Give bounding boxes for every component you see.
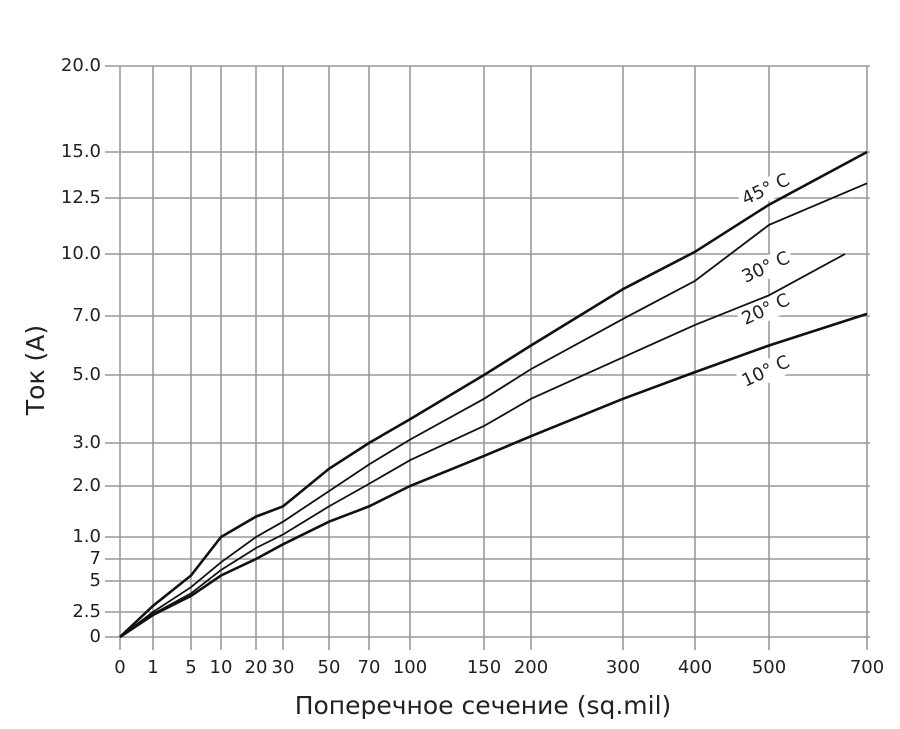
curve xyxy=(119,182,868,638)
x-tick-label: 20 xyxy=(245,657,268,678)
y-tick-label: 5 xyxy=(90,570,101,591)
y-axis-label: Ток (А) xyxy=(21,325,50,416)
y-tick-label: 10.0 xyxy=(61,243,101,264)
x-tick-label: 150 xyxy=(467,657,501,678)
x-tick-label: 300 xyxy=(606,657,640,678)
label-bg xyxy=(735,288,797,332)
y-tick-label: 15.0 xyxy=(61,141,101,162)
x-tick-label: 0 xyxy=(114,657,125,678)
x-axis-label: Поперечное сечение (sq.mil) xyxy=(295,691,672,720)
series-label: 10° C xyxy=(739,351,793,391)
x-tick-label: 100 xyxy=(393,657,427,678)
curve xyxy=(119,312,868,639)
y-tick-label: 2.5 xyxy=(72,601,101,622)
y-tick-label: 7.0 xyxy=(72,305,101,326)
y-tick-label: 3.0 xyxy=(72,432,101,453)
label-bg xyxy=(735,168,797,212)
y-tick-label: 12.5 xyxy=(61,187,101,208)
y-tick-label: 2.0 xyxy=(72,475,101,496)
label-bg xyxy=(735,246,797,290)
x-tick-label: 1 xyxy=(147,657,158,678)
curve xyxy=(119,150,868,638)
x-tick-label: 200 xyxy=(514,657,548,678)
x-tick-label: 5 xyxy=(185,657,196,678)
y-tick-label: 7 xyxy=(90,548,101,569)
label-bg xyxy=(735,350,797,394)
x-tick-label: 400 xyxy=(678,657,712,678)
y-tick-label: 1.0 xyxy=(72,526,101,547)
x-tick-label: 50 xyxy=(318,657,341,678)
series-label: 45° C xyxy=(739,169,793,209)
y-tick-label: 5.0 xyxy=(72,364,101,385)
curve xyxy=(119,253,846,638)
x-tick-label: 10 xyxy=(210,657,233,678)
y-tick-label: 20.0 xyxy=(61,55,101,76)
y-tick-label: 0 xyxy=(90,626,101,647)
x-tick-label: 500 xyxy=(752,657,786,678)
x-tick-label: 30 xyxy=(272,657,295,678)
series-label: 20° C xyxy=(739,289,793,329)
x-tick-label: 70 xyxy=(358,657,381,678)
x-tick-label: 700 xyxy=(850,657,884,678)
